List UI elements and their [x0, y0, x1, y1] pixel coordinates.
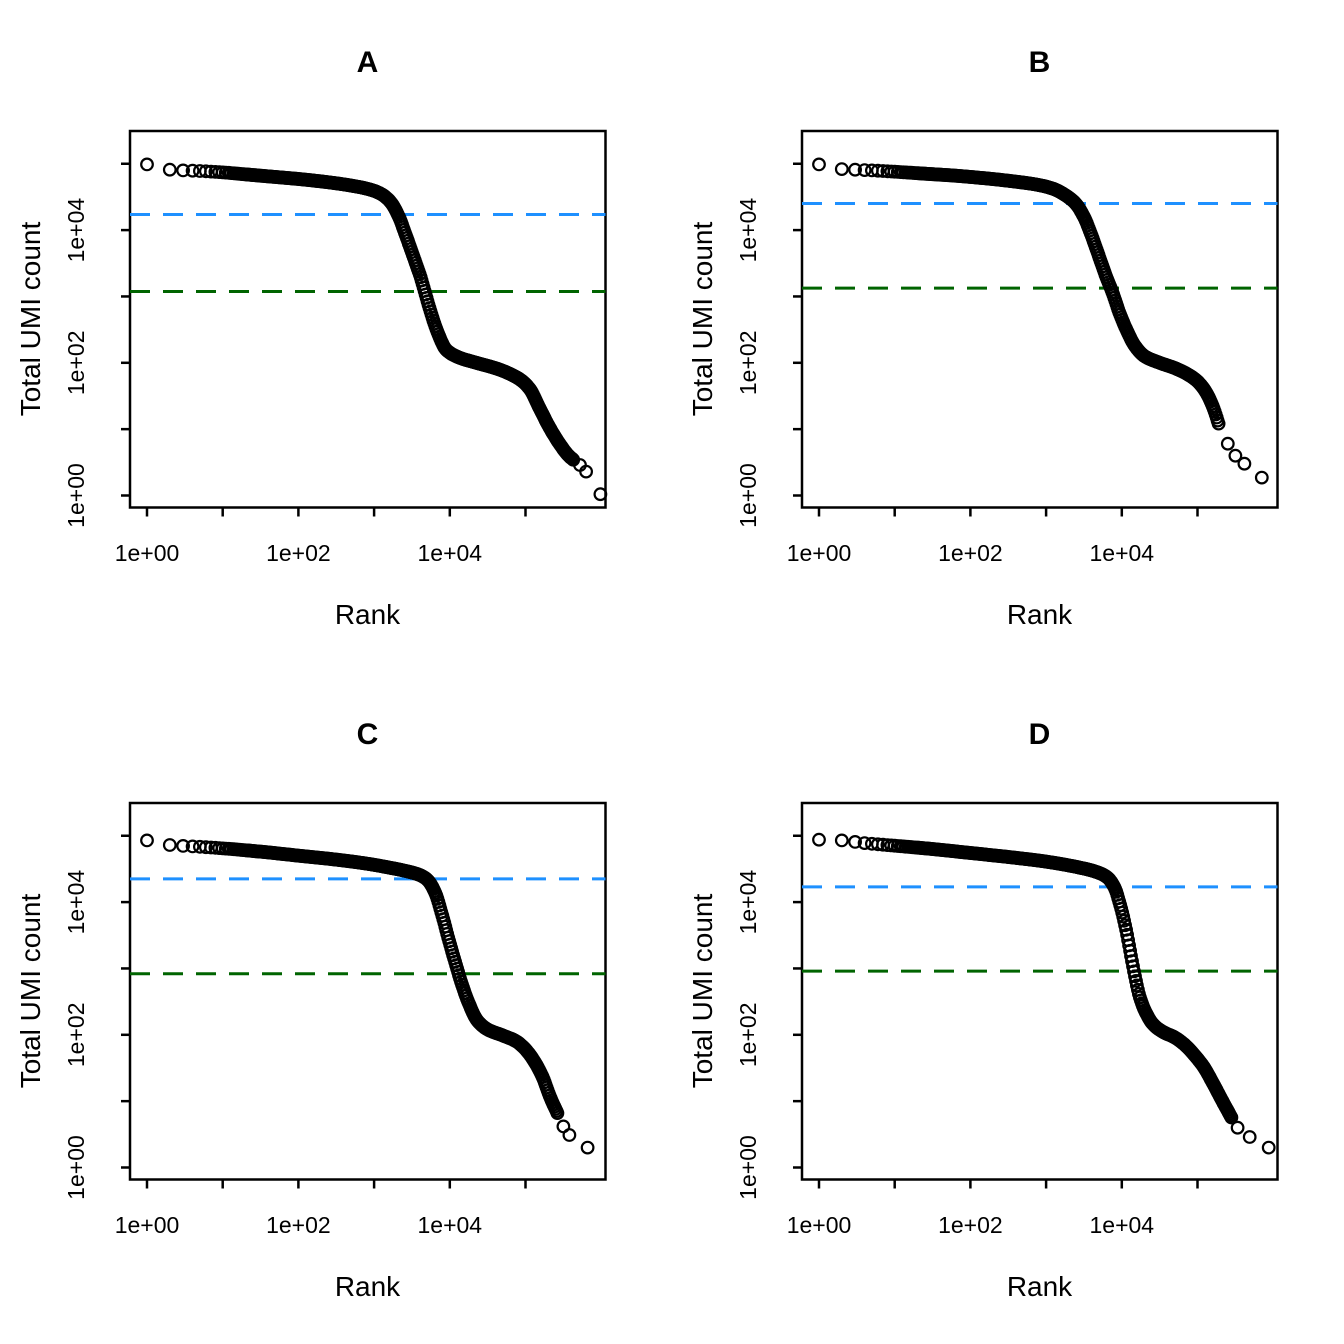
panel-d-barcode-rank-plot: D 1e+00 1e+02 1e+04 1e+00 1e+02 1e+04 Rank Total…: [687, 718, 1279, 1302]
y-tick-label: 1e+04: [735, 870, 761, 935]
tail-point: [580, 1140, 595, 1155]
y-tick-label: 1e+02: [735, 1002, 761, 1067]
tail-point: [593, 487, 608, 502]
x-tick-label: 1e+04: [417, 1212, 482, 1238]
x-tick-label: 1e+02: [266, 540, 331, 566]
tail-point: [1220, 436, 1235, 451]
tail-point: [562, 1128, 577, 1142]
y-axis-title: Total UMI count: [687, 894, 718, 1089]
x-tick-label: 1e+00: [115, 540, 180, 566]
tail-point: [1261, 1140, 1276, 1155]
panel-a-barcode-rank-plot: A 1e+00 1e+02 1e+04 1e+00 1e+02 1e+04 Rank Total…: [15, 46, 608, 630]
y-tick-label: 1e+04: [63, 870, 89, 935]
y-tick-label: 1e+00: [735, 1135, 761, 1200]
plot-frame: [128, 801, 607, 1181]
x-tick-label: 1e+00: [787, 540, 852, 566]
axes: 1e+00 1e+02 1e+04 1e+00 1e+02 1e+04: [63, 129, 607, 566]
x-axis-title: Rank: [1007, 1271, 1073, 1302]
scatter-points: [140, 157, 608, 502]
axes: 1e+00 1e+02 1e+04 1e+00 1e+02 1e+04: [63, 801, 607, 1238]
scatter-points: [140, 833, 595, 1155]
tail-point: [1230, 1120, 1245, 1135]
tail-point: [1242, 1130, 1257, 1144]
y-tick-label: 1e+00: [63, 463, 89, 528]
scatter-points: [812, 832, 1276, 1155]
panel-c-barcode-rank-plot: C 1e+00 1e+02 1e+04 1e+00 1e+02 1e+04 Rank Total…: [15, 718, 607, 1302]
y-tick-label: 1e+04: [735, 198, 761, 263]
y-tick-label: 1e+04: [63, 198, 89, 263]
plot-frame: [800, 129, 1279, 509]
y-tick-label: 1e+02: [735, 330, 761, 395]
x-tick-label: 1e+00: [115, 1212, 180, 1238]
x-tick-label: 1e+04: [1089, 1212, 1154, 1238]
axes: 1e+00 1e+02 1e+04 1e+00 1e+02 1e+04: [735, 801, 1279, 1238]
y-tick-label: 1e+00: [63, 1135, 89, 1200]
y-axis-title: Total UMI count: [687, 222, 718, 417]
x-tick-label: 1e+02: [938, 1212, 1003, 1238]
tail-point: [579, 464, 593, 479]
y-tick-label: 1e+00: [735, 463, 761, 528]
x-axis-title: Rank: [335, 599, 401, 630]
x-tick-label: 1e+02: [266, 1212, 331, 1238]
panel-b-barcode-rank-plot: B 1e+00 1e+02 1e+04 1e+00 1e+02 1e+04 Rank Total…: [687, 46, 1279, 630]
y-axis-title: Total UMI count: [15, 894, 46, 1089]
plot-frame: [128, 129, 607, 509]
panel-title: C: [357, 718, 379, 751]
x-tick-label: 1e+02: [938, 540, 1003, 566]
scatter-points: [812, 157, 1269, 485]
y-axis-title: Total UMI count: [15, 222, 46, 417]
tail-point: [1254, 470, 1269, 485]
axes: 1e+00 1e+02 1e+04 1e+00 1e+02 1e+04: [735, 129, 1279, 566]
panel-title: D: [1029, 718, 1051, 751]
tail-point: [1228, 448, 1243, 463]
y-tick-label: 1e+02: [63, 1002, 89, 1067]
x-tick-label: 1e+04: [1089, 540, 1154, 566]
x-tick-label: 1e+04: [417, 540, 482, 566]
x-tick-label: 1e+00: [787, 1212, 852, 1238]
panel-title: A: [357, 46, 379, 79]
y-tick-label: 1e+02: [63, 330, 89, 395]
x-axis-title: Rank: [1007, 599, 1073, 630]
plot-frame: [800, 801, 1279, 1181]
x-axis-title: Rank: [335, 1271, 401, 1302]
panel-title: B: [1029, 46, 1051, 79]
tail-point: [1237, 456, 1252, 471]
